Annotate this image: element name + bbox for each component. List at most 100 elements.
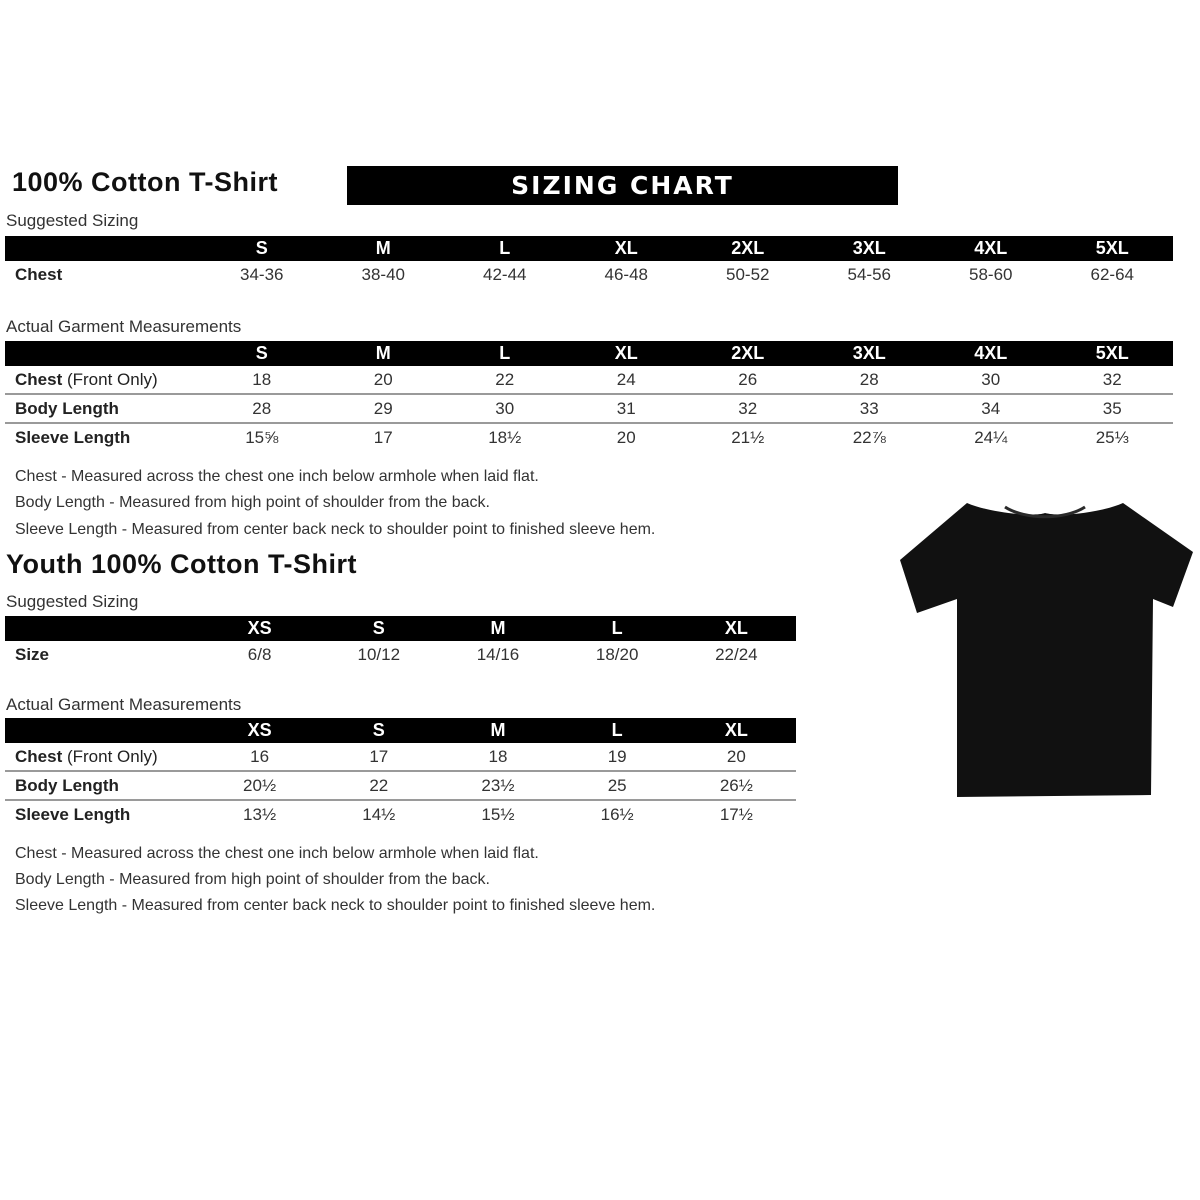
youth-note-body: Body Length - Measured from high point o…: [15, 871, 490, 888]
measurement-cell: 17: [373, 427, 393, 447]
measurement-cell: 22: [319, 771, 439, 801]
size-header: 2XL: [687, 236, 809, 261]
youth-suggested-table: XS S M L XL Size 6/8 10/12 14/16 18/20 22/24: [5, 616, 796, 668]
measurement-cell: 20: [616, 427, 636, 447]
measurement-cell: 13½: [243, 804, 277, 824]
adult-title: 100% Cotton T-Shirt: [12, 167, 279, 197]
measurement-cell: 20: [676, 743, 796, 772]
size-header: M: [322, 341, 444, 366]
measurement-cell: 42-44: [483, 264, 527, 284]
row-label-note: (Front Only): [66, 746, 158, 766]
row-label: Chest (Front Only): [5, 366, 201, 395]
size-header-row: XS S M L XL: [5, 718, 796, 743]
header-blank: [5, 236, 201, 261]
measurement-cell: 46-48: [604, 264, 648, 284]
measurement-cell: 6/8: [247, 644, 272, 664]
size-header: 4XL: [930, 341, 1052, 366]
table-row: Body Length 20½ 22 23½ 25 26½: [5, 771, 796, 801]
size-header: XS: [200, 616, 320, 641]
measurement-cell: 20½: [200, 771, 320, 801]
measurement-cell: 23½: [438, 771, 558, 801]
row-label: Sleeve Length: [5, 423, 201, 451]
row-label-text: Sleeve Length: [15, 427, 131, 447]
header-blank: [5, 718, 200, 743]
measurement-cell: 16: [200, 743, 320, 772]
size-header: M: [438, 718, 558, 743]
measurement-cell: 26½: [676, 771, 796, 801]
row-label: Size: [5, 641, 200, 668]
adult-note-sleeve: Sleeve Length - Measured from center bac…: [15, 521, 656, 538]
table-row: Chest (Front Only) 16 17 18 19 20: [5, 743, 796, 772]
measurement-cell: 26: [687, 366, 809, 395]
measurement-cell: 25⅓: [1095, 427, 1129, 447]
size-header: XL: [676, 718, 796, 743]
measurement-cell: 18: [438, 743, 558, 772]
size-header: 2XL: [687, 341, 809, 366]
measurement-cell: 32: [1051, 366, 1173, 395]
size-header: M: [438, 616, 558, 641]
size-header-row: S M L XL 2XL 3XL 4XL 5XL: [5, 341, 1173, 366]
measurement-cell: 20: [322, 366, 444, 395]
table-row: Chest (Front Only) 18 20 22 24 26 28 30 32: [5, 366, 1173, 395]
measurement-cell: 17½: [719, 804, 753, 824]
header-blank: [5, 341, 201, 366]
row-label-note: (Front Only): [66, 369, 158, 389]
measurement-cell: 22⅞: [852, 427, 886, 447]
row-label-text: Body Length: [15, 775, 119, 795]
table-row: Sleeve Length 13½ 14½ 15½ 16½ 17½: [5, 800, 796, 828]
measurement-cell: 18: [201, 366, 323, 395]
size-header: S: [201, 236, 323, 261]
header-blank: [5, 616, 200, 641]
measurement-cell: 18/20: [595, 644, 639, 664]
table-row: Size 6/8 10/12 14/16 18/20 22/24: [5, 641, 796, 668]
row-label-text: Chest: [15, 746, 63, 766]
size-header: S: [319, 718, 439, 743]
row-label-text: Size: [15, 644, 50, 664]
measurement-cell: 58-60: [969, 264, 1013, 284]
row-label: Sleeve Length: [5, 800, 200, 828]
row-label-text: Sleeve Length: [15, 804, 131, 824]
adult-note-chest: Chest - Measured across the chest one in…: [15, 468, 539, 485]
adult-suggested-table: S M L XL 2XL 3XL 4XL 5XL Chest 34-36 38-40 42-44 46-…: [5, 236, 1173, 288]
measurement-cell: 14/16: [476, 644, 520, 664]
size-header-row: S M L XL 2XL 3XL 4XL 5XL: [5, 236, 1173, 261]
size-header: M: [322, 236, 444, 261]
size-header: L: [444, 236, 566, 261]
size-header: XL: [565, 341, 687, 366]
size-header: L: [557, 718, 677, 743]
measurement-cell: 33: [808, 394, 930, 424]
measurement-cell: 30: [930, 366, 1052, 395]
measurement-cell: 34-36: [240, 264, 284, 284]
measurement-cell: 17: [319, 743, 439, 772]
measurement-cell: 10/12: [357, 644, 401, 664]
adult-actual-label: Actual Garment Measurements: [6, 317, 242, 336]
table-row: Body Length 28 29 30 31 32 33 34 35: [5, 394, 1173, 424]
size-header: 3XL: [808, 341, 930, 366]
adult-suggested-label: Suggested Sizing: [6, 211, 139, 230]
size-header: XL: [676, 616, 796, 641]
row-label: Body Length: [5, 394, 201, 424]
measurement-cell: 19: [557, 743, 677, 772]
size-header-row: XS S M L XL: [5, 616, 796, 641]
table-row: Chest 34-36 38-40 42-44 46-48 50-52 54-56 58-60…: [5, 261, 1173, 288]
measurement-cell: 38-40: [361, 264, 405, 284]
measurement-cell: 18½: [488, 427, 522, 447]
youth-note-chest: Chest - Measured across the chest one in…: [15, 845, 539, 862]
size-header: S: [201, 341, 323, 366]
adult-actual-table: S M L XL 2XL 3XL 4XL 5XL Chest (Front Only) 18 20 2…: [5, 341, 1173, 451]
measurement-cell: 16½: [600, 804, 634, 824]
measurement-cell: 22: [444, 366, 566, 395]
measurement-cell: 35: [1051, 394, 1173, 424]
measurement-cell: 15½: [481, 804, 515, 824]
measurement-cell: 31: [565, 394, 687, 424]
measurement-cell: 25: [557, 771, 677, 801]
row-label: Chest: [5, 261, 201, 288]
measurement-cell: 34: [930, 394, 1052, 424]
row-label-text: Body Length: [15, 398, 119, 418]
table-row: Sleeve Length 15⅝ 17 18½ 20 21½ 22⅞ 24¼ 25⅓: [5, 423, 1173, 451]
youth-note-sleeve: Sleeve Length - Measured from center bac…: [15, 897, 656, 914]
size-header: L: [444, 341, 566, 366]
measurement-cell: 24¼: [974, 427, 1008, 447]
size-header: 5XL: [1051, 341, 1173, 366]
